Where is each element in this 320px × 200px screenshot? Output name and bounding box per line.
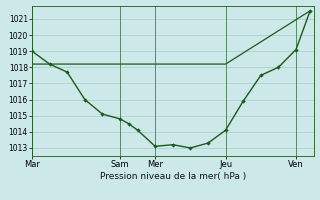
X-axis label: Pression niveau de la mer( hPa ): Pression niveau de la mer( hPa ) — [100, 172, 246, 181]
